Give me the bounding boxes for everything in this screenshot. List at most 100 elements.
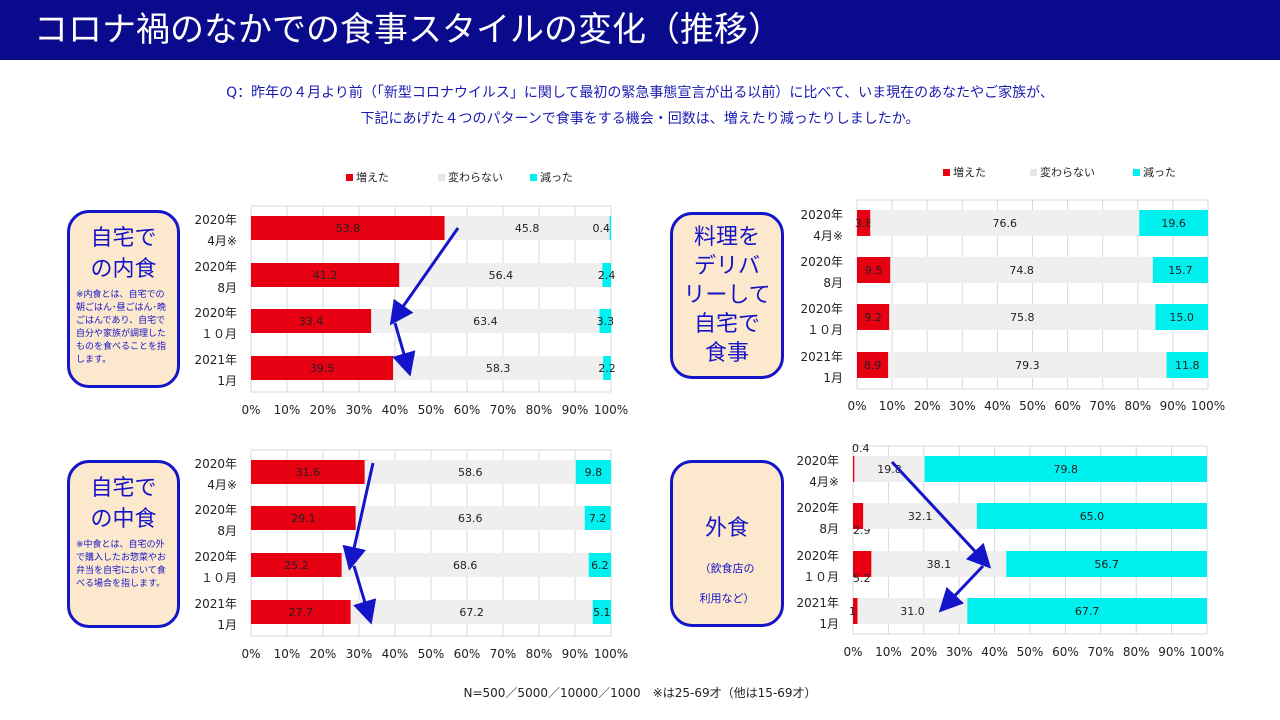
category-label: 1月 — [823, 371, 843, 385]
page-title: コロナ禍のなかでの食事スタイルの変化（推移） — [34, 10, 782, 50]
callout-deli-line-3: リーして — [683, 283, 771, 308]
trend-arrow — [342, 462, 375, 571]
data-label: 2.4 — [598, 269, 616, 282]
callout-deli: 料理を デリバ リーして 自宅で 食事 — [670, 212, 784, 379]
x-tick-label: 10% — [274, 647, 301, 661]
x-tick-label: 50% — [418, 403, 445, 417]
x-tick-label: 80% — [526, 403, 553, 417]
trend-arrow — [392, 322, 416, 377]
category-label: 8月 — [217, 524, 237, 538]
data-label: 79.3 — [1015, 359, 1040, 372]
trend-arrow — [890, 460, 992, 569]
category-label: 2020年 — [800, 255, 843, 269]
bar-segment — [364, 460, 576, 484]
callout-gai-note-line-2: 利用など） — [699, 592, 755, 605]
category-label: １０月 — [201, 571, 237, 585]
category-label: 2020年 — [194, 213, 237, 227]
x-tick-label: 40% — [382, 647, 409, 661]
legend-label: 減った — [540, 170, 573, 184]
category-label: 1月 — [217, 374, 237, 388]
data-label: 15.7 — [1168, 264, 1193, 277]
bar-segment — [924, 456, 1207, 482]
data-label: 65.0 — [1080, 510, 1105, 523]
bar-segment — [853, 456, 855, 482]
x-tick-label: 0% — [843, 645, 862, 659]
data-label: 29.1 — [291, 512, 316, 525]
x-tick-label: 50% — [1017, 645, 1044, 659]
x-tick-label: 70% — [490, 647, 517, 661]
data-label: 11.8 — [1175, 359, 1200, 372]
bar-segment — [251, 553, 342, 577]
callout-naka: 自宅で の中食 ※中食とは、自宅の外で購入したお惣菜やお弁当を自宅において食べる… — [67, 460, 180, 628]
data-label: 0.4 — [852, 442, 870, 455]
bar-segment — [1139, 210, 1208, 236]
legend-swatch — [1030, 169, 1037, 176]
x-tick-label: 90% — [562, 403, 589, 417]
bar-segment — [854, 456, 925, 482]
legend-swatch — [346, 174, 353, 181]
category-label: １０月 — [201, 327, 237, 341]
x-tick-label: 20% — [914, 399, 941, 413]
data-label: 45.8 — [515, 222, 540, 235]
category-label: 4月※ — [813, 229, 843, 243]
data-label: 38.1 — [927, 558, 952, 571]
question-line-1: Q：昨年の４月より前（「新型コロナウイルス」に関して最初の緊急事態宣言が出る以前… — [226, 85, 1054, 101]
bar-segment — [251, 460, 365, 484]
bar-segment — [251, 216, 445, 240]
data-label: 31.6 — [296, 466, 321, 479]
bar-segment — [251, 506, 356, 530]
callout-deli-line-4: 自宅で — [693, 312, 760, 337]
bar-segment — [603, 356, 611, 380]
x-tick-label: 0% — [847, 399, 866, 413]
x-tick-label: 60% — [454, 403, 481, 417]
data-label: 27.7 — [289, 606, 314, 619]
x-tick-label: 50% — [418, 647, 445, 661]
title-bar: コロナ禍のなかでの食事スタイルの変化（推移） — [0, 0, 1280, 60]
bar-segment — [341, 553, 589, 577]
x-tick-label: 90% — [1160, 399, 1187, 413]
category-label: 2021年 — [800, 350, 843, 364]
x-tick-label: 70% — [490, 403, 517, 417]
callout-gai: 外食 （飲食店の 利用など） — [670, 460, 784, 627]
category-label: 8月 — [823, 276, 843, 290]
x-tick-label: 100% — [1191, 399, 1225, 413]
bar-segment — [976, 503, 1207, 529]
category-label: 2020年 — [796, 549, 839, 563]
data-label: 5.2 — [853, 572, 871, 585]
chart-4: 0% 10% 20% 30% 40% 50% 60% 70% 80% 90% 100% 2020年 4月… — [796, 442, 1224, 659]
data-label: 32.1 — [908, 510, 933, 523]
bar-segment — [870, 210, 1140, 236]
data-label: 9.5 — [865, 264, 883, 277]
callout-gai-title: 外食 — [704, 516, 749, 541]
callout-deli-line-5: 食事 — [704, 341, 749, 366]
chart-1: 0% 10% 20% 30% 40% 50% 60% 70% 80% 90% 100% 2020年 4月… — [194, 170, 628, 417]
bar-segment — [399, 263, 603, 287]
x-tick-label: 20% — [910, 645, 937, 659]
data-label: 58.3 — [486, 362, 511, 375]
category-label: 2020年 — [194, 503, 237, 517]
x-tick-label: 100% — [1190, 645, 1224, 659]
trend-arrow — [389, 227, 460, 326]
bar-segment — [857, 352, 889, 378]
category-label: 2021年 — [796, 596, 839, 610]
x-tick-label: 60% — [1052, 645, 1079, 659]
bar-segment — [251, 600, 351, 624]
x-tick-label: 40% — [984, 399, 1011, 413]
legend-label: 増えた — [953, 166, 986, 179]
bar-segment — [602, 263, 611, 287]
x-tick-label: 0% — [241, 647, 260, 661]
category-label: １０月 — [807, 323, 843, 337]
data-label: 67.2 — [459, 606, 484, 619]
callout-naka-title-line-2: の中食 — [90, 507, 157, 532]
callout-deli-line-2: デリバ — [693, 254, 760, 279]
bar-segment — [575, 460, 611, 484]
data-label: 2.2 — [598, 362, 616, 375]
data-label: 74.8 — [1009, 264, 1034, 277]
x-tick-label: 30% — [346, 647, 373, 661]
x-tick-label: 60% — [454, 647, 481, 661]
x-tick-label: 30% — [946, 645, 973, 659]
callout-naka-note: ※中食とは、自宅の外で購入したお惣菜やお弁当を自宅において食べる場合を指します。 — [76, 540, 167, 589]
data-label: 6.2 — [591, 559, 609, 572]
x-tick-label: 20% — [310, 403, 337, 417]
